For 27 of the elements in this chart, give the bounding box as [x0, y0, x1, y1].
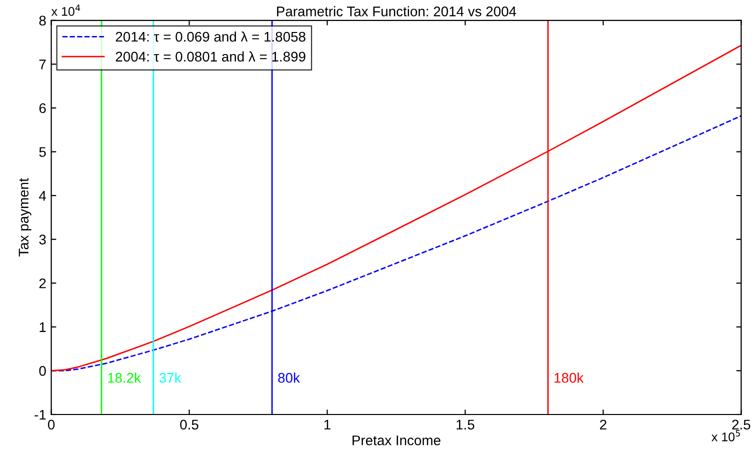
legend-label: 2004: τ = 0.0801 and λ = 1.899	[116, 51, 306, 62]
legend-label: 2014: τ = 0.069 and λ = 1.8058	[116, 31, 306, 42]
y-tick-label: 1	[40, 322, 46, 332]
y-tick-label: 0	[39, 366, 46, 376]
x-tick-label: 2	[600, 420, 606, 430]
text: x 10$^{5}$	[712, 430, 740, 442]
x-tick-label: 0.5	[180, 420, 198, 430]
y-tick-label: 2	[39, 278, 46, 288]
ref-line-label: 37k	[159, 372, 182, 383]
y-tick-label: 4	[39, 191, 46, 201]
x-tick-label: 1	[324, 420, 330, 430]
ref-line-label: 80k	[278, 372, 300, 383]
y-tick-label: 3	[39, 234, 46, 245]
y-tick-label: 7	[39, 60, 46, 70]
y-tick-label: 6	[39, 103, 46, 114]
y-tick-label: 8	[39, 16, 46, 26]
ref-line-label: 180k	[554, 372, 584, 383]
text: x 10$^{4}$	[51, 4, 80, 16]
x-axis-title: Pretax Income	[352, 436, 440, 446]
chart-title: Parametric Tax Function: 2014 vs 2004	[277, 6, 516, 16]
x-tick-label: 1.5	[456, 420, 474, 430]
x-tick-label: 0	[48, 420, 55, 430]
x-tick-label: 2.5	[732, 420, 750, 430]
y-tick-label: 5	[39, 147, 46, 157]
ref-line-label: 18.2k	[108, 372, 142, 383]
y-axis-title: Tax payment	[18, 178, 32, 256]
y-tick-label: -1	[34, 410, 46, 420]
